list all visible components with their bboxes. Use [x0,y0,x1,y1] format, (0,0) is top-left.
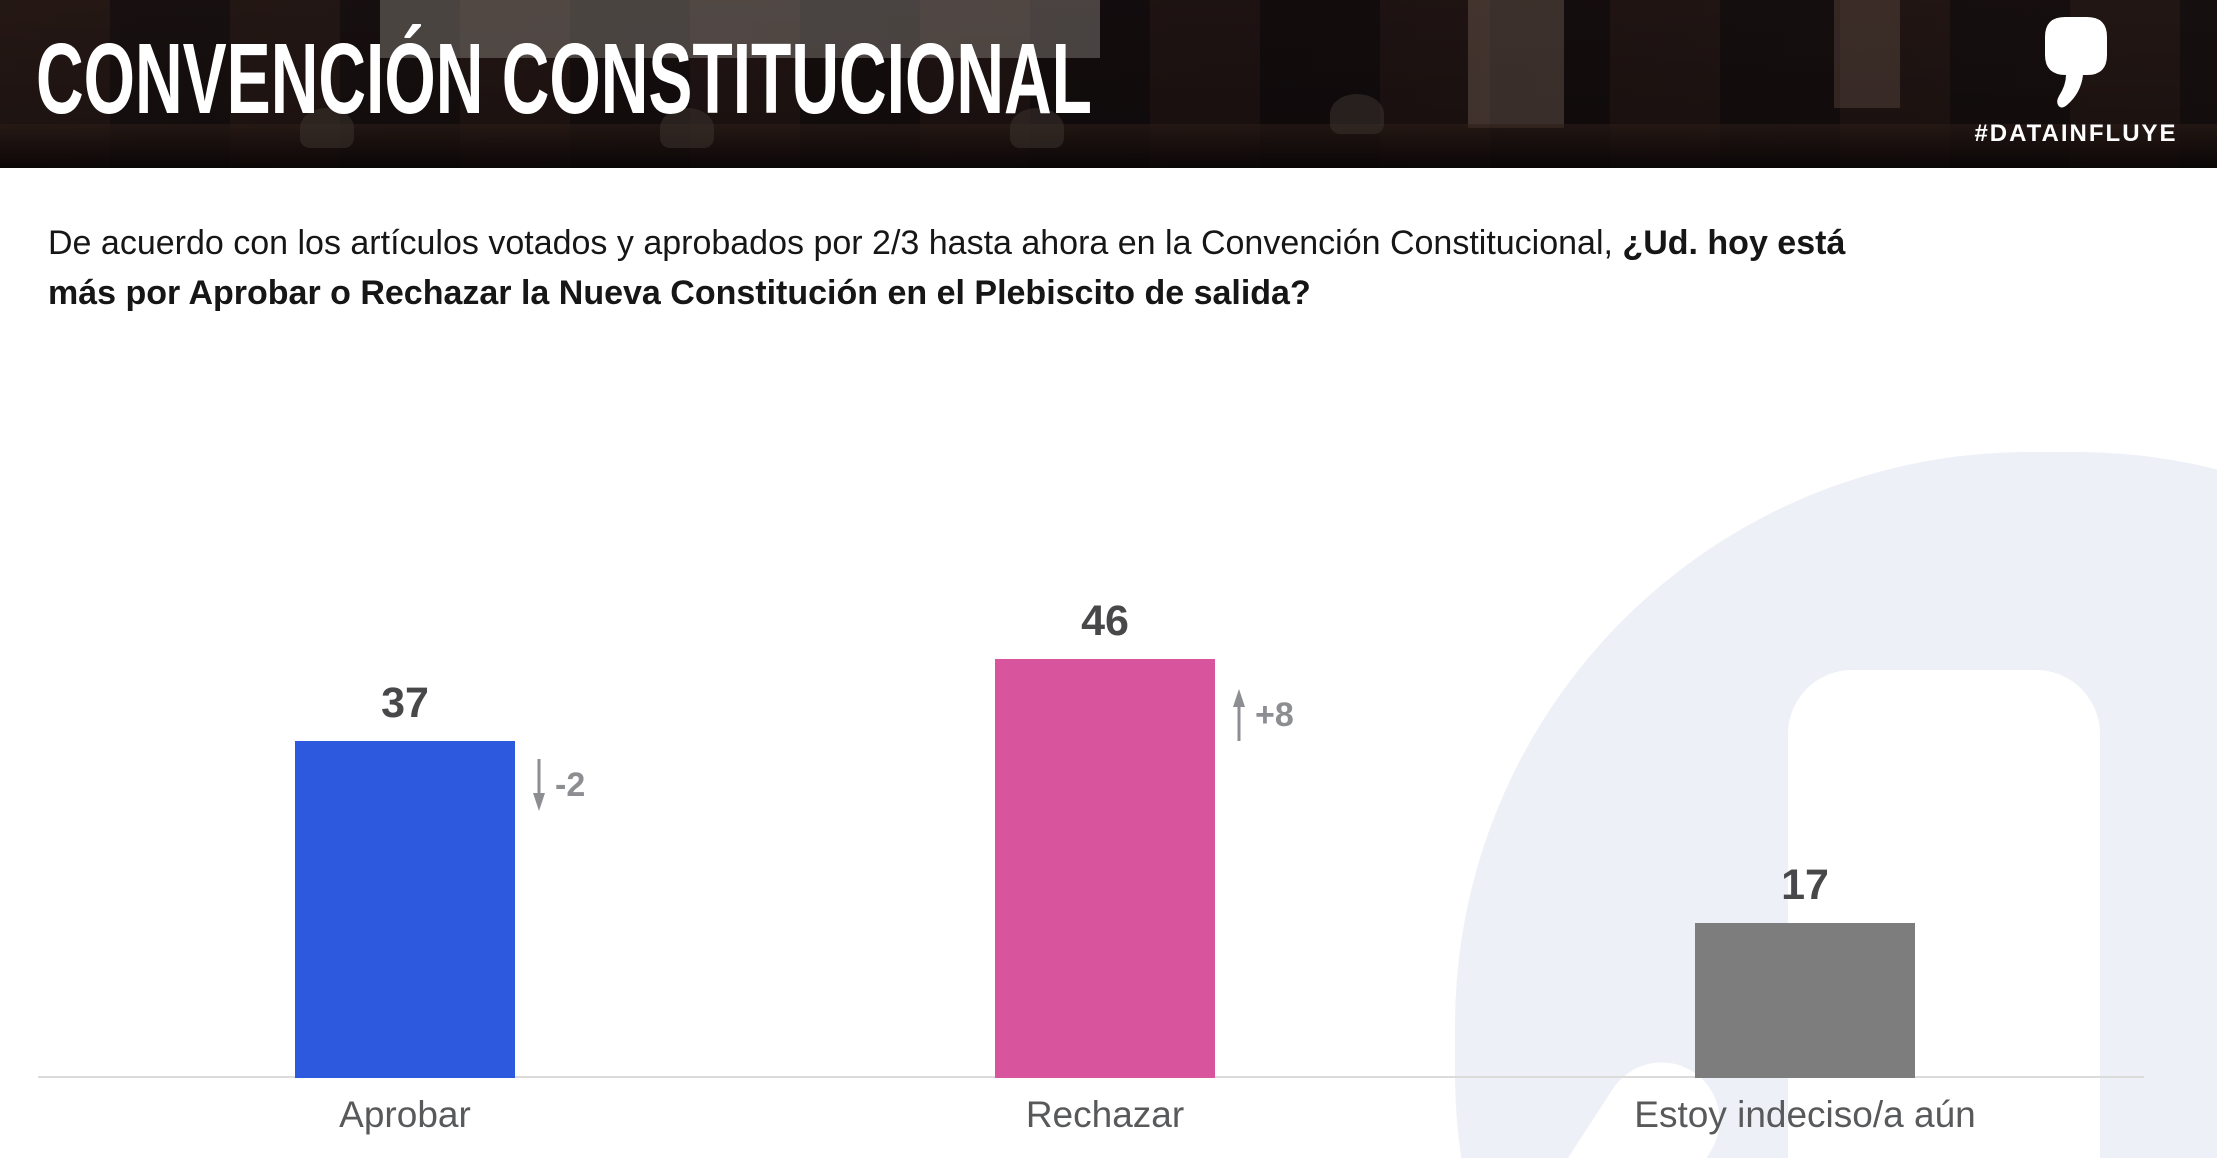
question-line-2: más por Aprobar o Rechazar la Nueva Cons… [48,268,2188,318]
header-photo-door [1468,0,1564,128]
change-value: -2 [555,766,586,804]
bar [1695,923,1915,1078]
question-line2-bold: más por Aprobar o Rechazar la Nueva Cons… [48,274,1311,312]
bar-chart: 37 -2 Aprobar 46 +8 Rechazar 17 [55,400,2155,1135]
brand-block: #DATAINFLUYE [1961,12,2191,148]
category-label: Estoy indeciso/a aún [1634,1094,1976,1135]
change-indicator: -2 [532,757,585,813]
bar-group: 37 -2 Aprobar [55,400,755,1135]
header-photo-person [1330,94,1384,134]
bar: +8 [995,659,1294,1078]
category-label: Aprobar [339,1094,471,1135]
page-title: CONVENCIÓN CONSTITUCIONAL [36,23,1092,135]
header-photo-person [300,108,354,148]
brand-hashtag: #DATAINFLUYE [1974,120,2178,147]
question-line-1: De acuerdo con los artículos votados y a… [48,218,2188,268]
bar: -2 [295,741,585,1078]
bar-group: 17 Estoy indeciso/a aún [1455,400,2155,1135]
bar-value-label: 37 [381,679,429,727]
change-arrow-icon [1233,689,1245,741]
question-lead-bold: ¿Ud. hoy está [1622,224,1846,262]
change-indicator: +8 [1232,687,1294,743]
header-photo-door [1834,0,1900,108]
header-photo-screen [380,0,1100,58]
bar-value-label: 46 [1081,597,1129,645]
datainfluye-logo-icon [2045,17,2107,108]
question-lead: De acuerdo con los artículos votados y a… [48,224,1623,262]
change-value: +8 [1255,696,1294,734]
category-label: Rechazar [1025,1094,1185,1135]
bar-value-label: 17 [1781,861,1829,909]
header-photo-person [660,108,714,148]
survey-question: De acuerdo con los artículos votados y a… [48,218,2188,318]
header-banner: CONVENCIÓN CONSTITUCIONAL #DATAINFLUYE [0,0,2217,168]
change-arrow-icon [533,759,545,811]
header-photo-bench [0,124,2217,168]
header-photo-person [1010,108,1064,148]
bar-group: 46 +8 Rechazar [755,400,1455,1135]
